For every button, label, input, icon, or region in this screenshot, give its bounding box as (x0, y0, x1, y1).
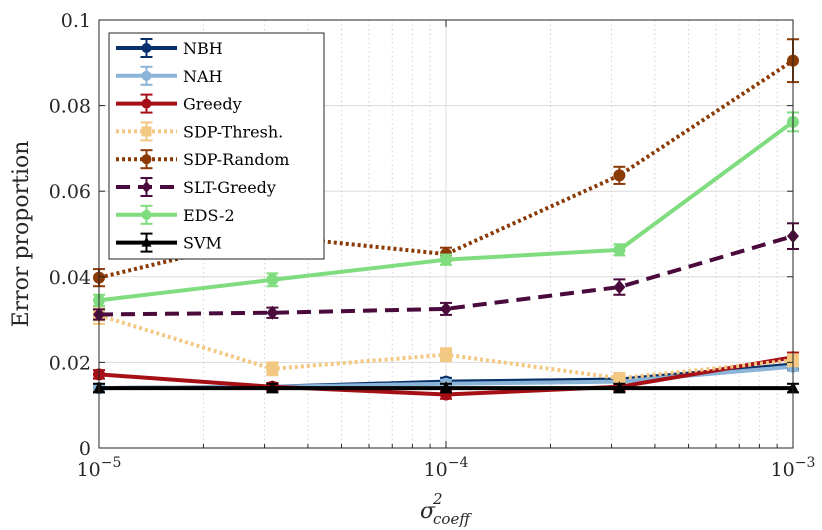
x-tick-exponent-0: −5 (101, 455, 122, 471)
legend-marker-svm (141, 236, 152, 247)
legend-marker-slt-greedy (141, 181, 152, 193)
axes: 00.020.040.060.080.110−5 10−4 10−3 (49, 10, 816, 481)
x-axis-label-sub: coeff (433, 510, 472, 528)
legend: NBH NAH Greedy SDP-Thresh. SDP-Random SLT-Gre… (108, 32, 325, 260)
y-tick-label-2: 0.04 (49, 267, 91, 289)
point-svm-2 (440, 381, 452, 394)
point-slt-greedy-3 (613, 280, 626, 295)
legend-box (108, 32, 325, 260)
point-sdp-thresh-3 (613, 372, 626, 385)
y-tick-label-3: 0.06 (49, 181, 91, 203)
y-tick-label-1: 0.02 (49, 352, 91, 374)
point-svm-3 (613, 381, 626, 394)
legend-marker-greedy (141, 98, 152, 109)
x-tick-base-1: 10 (424, 459, 448, 481)
point-sdp-thresh-2 (440, 348, 452, 361)
x-tick-base-2: 10 (771, 459, 795, 481)
y-tick-label-4: 0.08 (49, 96, 91, 118)
legend-label-nbh: NBH (183, 39, 223, 58)
point-eds-2-2 (440, 253, 452, 266)
legend-label-nah: NAH (183, 67, 223, 86)
x-tick-base-0: 10 (77, 459, 101, 481)
legend-label-eds-2: EDS-2 (183, 206, 235, 225)
x-tick-label-2: 10−3 (771, 455, 816, 481)
x-axis-label-sup: 2 (432, 490, 443, 508)
point-svm-1 (266, 381, 279, 394)
point-sdp-random-3 (613, 169, 626, 182)
x-tick-label-1: 10−4 (424, 455, 469, 481)
legend-label-slt-greedy: SLT-Greedy (183, 178, 276, 197)
x-axis-label-main: σ (420, 499, 436, 524)
point-eds-2-3 (613, 243, 626, 256)
legend-marker-sdp-random (141, 154, 152, 165)
series-line-slt-greedy (98, 234, 794, 317)
legend-label-sdp-thresh: SDP-Thresh. (183, 122, 283, 141)
x-tick-exponent-2: −3 (795, 455, 816, 471)
legend-label-greedy: Greedy (183, 95, 242, 114)
series-eds-2 (93, 111, 799, 307)
y-tick-label-5: 0.1 (61, 10, 91, 32)
point-slt-greedy-1 (266, 305, 279, 320)
x-tick-exponent-1: −4 (448, 455, 469, 471)
point-eds-2-1 (266, 273, 279, 286)
legend-marker-eds-2 (141, 209, 152, 220)
y-axis-label: Error proportion (9, 141, 34, 328)
legend-marker-nbh (141, 43, 152, 53)
point-slt-greedy-2 (440, 301, 452, 316)
legend-marker-nah (141, 70, 152, 81)
x-axis-label: σcoeff 2 (420, 490, 472, 528)
legend-label-sdp-random: SDP-Random (183, 150, 289, 169)
x-tick-label-0: 10−5 (77, 455, 122, 481)
legend-marker-sdp-thresh (141, 126, 152, 137)
point-sdp-thresh-1 (266, 362, 279, 375)
y-tick-label-0: 0 (79, 438, 91, 460)
legend-label-svm: SVM (183, 234, 222, 253)
series-line-sdp-random (98, 58, 795, 280)
